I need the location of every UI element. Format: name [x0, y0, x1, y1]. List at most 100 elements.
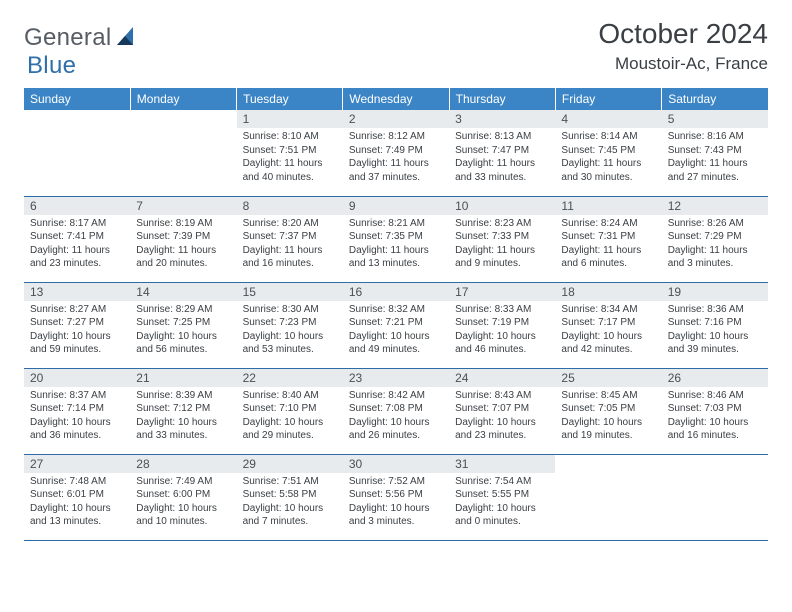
day-details: Sunrise: 8:17 AMSunset: 7:41 PMDaylight:…: [24, 215, 130, 275]
daylight-text: Daylight: 10 hours and 16 minutes.: [668, 416, 762, 443]
day-details: Sunrise: 7:48 AMSunset: 6:01 PMDaylight:…: [24, 473, 130, 533]
daylight-text: Daylight: 10 hours and 49 minutes.: [349, 330, 443, 357]
day-number: 21: [130, 369, 236, 387]
location: Moustoir-Ac, France: [598, 54, 768, 74]
sunset-text: Sunset: 7:43 PM: [668, 144, 762, 158]
daylight-text: Daylight: 11 hours and 27 minutes.: [668, 157, 762, 184]
day-details: Sunrise: 8:32 AMSunset: 7:21 PMDaylight:…: [343, 301, 449, 361]
sunset-text: Sunset: 7:17 PM: [561, 316, 655, 330]
calendar-day-cell: 27Sunrise: 7:48 AMSunset: 6:01 PMDayligh…: [24, 454, 130, 540]
calendar-day-cell: 24Sunrise: 8:43 AMSunset: 7:07 PMDayligh…: [449, 368, 555, 454]
sunset-text: Sunset: 5:56 PM: [349, 488, 443, 502]
calendar-day-cell: 14Sunrise: 8:29 AMSunset: 7:25 PMDayligh…: [130, 282, 236, 368]
daylight-text: Daylight: 11 hours and 16 minutes.: [243, 244, 337, 271]
calendar-week-row: 27Sunrise: 7:48 AMSunset: 6:01 PMDayligh…: [24, 454, 768, 540]
day-number: 7: [130, 197, 236, 215]
weekday-sun: Sunday: [24, 88, 130, 110]
sunset-text: Sunset: 7:31 PM: [561, 230, 655, 244]
sunrise-text: Sunrise: 8:24 AM: [561, 217, 655, 231]
sunrise-text: Sunrise: 8:30 AM: [243, 303, 337, 317]
day-details: Sunrise: 8:16 AMSunset: 7:43 PMDaylight:…: [662, 128, 768, 188]
sunrise-text: Sunrise: 8:42 AM: [349, 389, 443, 403]
calendar-day-cell: 26Sunrise: 8:46 AMSunset: 7:03 PMDayligh…: [662, 368, 768, 454]
daylight-text: Daylight: 10 hours and 7 minutes.: [243, 502, 337, 529]
day-number: 26: [662, 369, 768, 387]
day-details: Sunrise: 8:14 AMSunset: 7:45 PMDaylight:…: [555, 128, 661, 188]
daylight-text: Daylight: 11 hours and 23 minutes.: [30, 244, 124, 271]
sunset-text: Sunset: 7:03 PM: [668, 402, 762, 416]
day-details: Sunrise: 8:10 AMSunset: 7:51 PMDaylight:…: [237, 128, 343, 188]
day-number: 19: [662, 283, 768, 301]
daylight-text: Daylight: 10 hours and 3 minutes.: [349, 502, 443, 529]
calendar-day-cell: 22Sunrise: 8:40 AMSunset: 7:10 PMDayligh…: [237, 368, 343, 454]
calendar-day-cell: 15Sunrise: 8:30 AMSunset: 7:23 PMDayligh…: [237, 282, 343, 368]
daylight-text: Daylight: 11 hours and 13 minutes.: [349, 244, 443, 271]
sunset-text: Sunset: 6:00 PM: [136, 488, 230, 502]
calendar-day-cell: 7Sunrise: 8:19 AMSunset: 7:39 PMDaylight…: [130, 196, 236, 282]
sunset-text: Sunset: 7:49 PM: [349, 144, 443, 158]
daylight-text: Daylight: 11 hours and 30 minutes.: [561, 157, 655, 184]
sunset-text: Sunset: 7:19 PM: [455, 316, 549, 330]
daylight-text: Daylight: 10 hours and 13 minutes.: [30, 502, 124, 529]
sunrise-text: Sunrise: 8:39 AM: [136, 389, 230, 403]
daylight-text: Daylight: 10 hours and 36 minutes.: [30, 416, 124, 443]
daylight-text: Daylight: 10 hours and 23 minutes.: [455, 416, 549, 443]
weekday-thu: Thursday: [449, 88, 555, 110]
day-number: 3: [449, 110, 555, 128]
logo-text-blue: Blue: [27, 52, 76, 79]
day-details: Sunrise: 8:30 AMSunset: 7:23 PMDaylight:…: [237, 301, 343, 361]
day-details: Sunrise: 8:26 AMSunset: 7:29 PMDaylight:…: [662, 215, 768, 275]
sunset-text: Sunset: 7:51 PM: [243, 144, 337, 158]
sunrise-text: Sunrise: 8:40 AM: [243, 389, 337, 403]
daylight-text: Daylight: 11 hours and 9 minutes.: [455, 244, 549, 271]
sunset-text: Sunset: 7:21 PM: [349, 316, 443, 330]
daylight-text: Daylight: 10 hours and 29 minutes.: [243, 416, 337, 443]
sunrise-text: Sunrise: 8:37 AM: [30, 389, 124, 403]
header: General October 2024 Moustoir-Ac, France: [24, 18, 768, 74]
calendar-day-cell: 28Sunrise: 7:49 AMSunset: 6:00 PMDayligh…: [130, 454, 236, 540]
calendar-day-cell: 19Sunrise: 8:36 AMSunset: 7:16 PMDayligh…: [662, 282, 768, 368]
day-details: Sunrise: 8:13 AMSunset: 7:47 PMDaylight:…: [449, 128, 555, 188]
sunrise-text: Sunrise: 8:16 AM: [668, 130, 762, 144]
day-number: 8: [237, 197, 343, 215]
sunrise-text: Sunrise: 8:10 AM: [243, 130, 337, 144]
sunrise-text: Sunrise: 7:51 AM: [243, 475, 337, 489]
calendar-day-cell: 1Sunrise: 8:10 AMSunset: 7:51 PMDaylight…: [237, 110, 343, 196]
daylight-text: Daylight: 10 hours and 0 minutes.: [455, 502, 549, 529]
day-number: 28: [130, 455, 236, 473]
sunrise-text: Sunrise: 8:23 AM: [455, 217, 549, 231]
daylight-text: Daylight: 10 hours and 33 minutes.: [136, 416, 230, 443]
sunrise-text: Sunrise: 7:52 AM: [349, 475, 443, 489]
sunset-text: Sunset: 7:29 PM: [668, 230, 762, 244]
day-details: Sunrise: 8:36 AMSunset: 7:16 PMDaylight:…: [662, 301, 768, 361]
day-details: Sunrise: 7:51 AMSunset: 5:58 PMDaylight:…: [237, 473, 343, 533]
day-number: 6: [24, 197, 130, 215]
daylight-text: Daylight: 11 hours and 6 minutes.: [561, 244, 655, 271]
sunset-text: Sunset: 7:47 PM: [455, 144, 549, 158]
calendar-day-cell: 4Sunrise: 8:14 AMSunset: 7:45 PMDaylight…: [555, 110, 661, 196]
day-number: 4: [555, 110, 661, 128]
calendar-week-row: 13Sunrise: 8:27 AMSunset: 7:27 PMDayligh…: [24, 282, 768, 368]
day-number: 2: [343, 110, 449, 128]
logo-text-general: General: [24, 24, 111, 52]
sunrise-text: Sunrise: 8:14 AM: [561, 130, 655, 144]
calendar-day-cell: 13Sunrise: 8:27 AMSunset: 7:27 PMDayligh…: [24, 282, 130, 368]
calendar-day-cell: [555, 454, 661, 540]
calendar-day-cell: 11Sunrise: 8:24 AMSunset: 7:31 PMDayligh…: [555, 196, 661, 282]
day-details: Sunrise: 8:42 AMSunset: 7:08 PMDaylight:…: [343, 387, 449, 447]
calendar-day-cell: 20Sunrise: 8:37 AMSunset: 7:14 PMDayligh…: [24, 368, 130, 454]
sunrise-text: Sunrise: 8:21 AM: [349, 217, 443, 231]
sunrise-text: Sunrise: 8:45 AM: [561, 389, 655, 403]
weekday-fri: Friday: [555, 88, 661, 110]
calendar-day-cell: [24, 110, 130, 196]
day-details: Sunrise: 8:21 AMSunset: 7:35 PMDaylight:…: [343, 215, 449, 275]
daylight-text: Daylight: 10 hours and 46 minutes.: [455, 330, 549, 357]
day-number: 15: [237, 283, 343, 301]
day-number: 16: [343, 283, 449, 301]
day-details: Sunrise: 8:19 AMSunset: 7:39 PMDaylight:…: [130, 215, 236, 275]
day-number: 13: [24, 283, 130, 301]
day-number: 22: [237, 369, 343, 387]
calendar-body: 1Sunrise: 8:10 AMSunset: 7:51 PMDaylight…: [24, 110, 768, 540]
daylight-text: Daylight: 10 hours and 42 minutes.: [561, 330, 655, 357]
day-details: Sunrise: 8:12 AMSunset: 7:49 PMDaylight:…: [343, 128, 449, 188]
